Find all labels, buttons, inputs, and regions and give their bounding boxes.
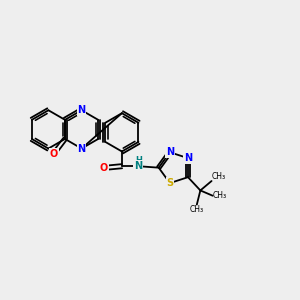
- Text: H: H: [135, 156, 142, 165]
- Text: N: N: [77, 143, 86, 154]
- Text: CH₃: CH₃: [213, 191, 227, 200]
- Text: O: O: [50, 149, 58, 159]
- Text: N: N: [184, 153, 192, 163]
- Text: N: N: [134, 161, 142, 171]
- Text: CH₃: CH₃: [190, 205, 204, 214]
- Text: CH₃: CH₃: [212, 172, 226, 181]
- Text: N: N: [166, 147, 174, 157]
- Text: N: N: [77, 105, 86, 115]
- Text: S: S: [166, 178, 173, 188]
- Text: O: O: [100, 163, 108, 173]
